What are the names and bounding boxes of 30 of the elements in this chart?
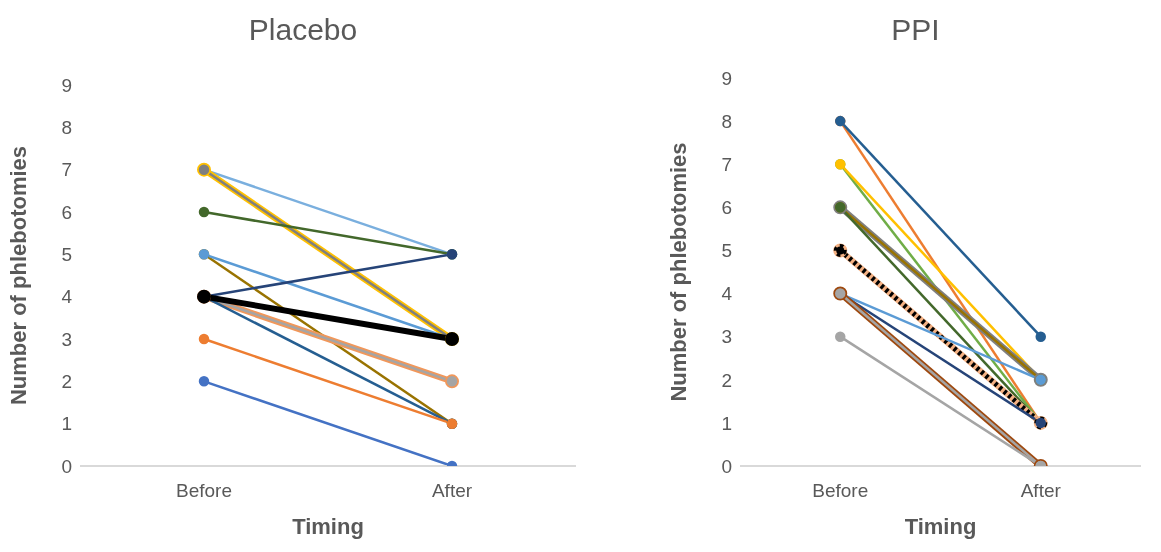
y-tick-label: 5 — [61, 244, 72, 266]
chart-title: Placebo — [247, 12, 359, 48]
chart-title: PPI — [890, 12, 941, 48]
y-tick-label: 6 — [61, 201, 72, 223]
y-tick-label: 9 — [61, 74, 72, 96]
x-tick-label: Before — [812, 480, 869, 502]
y-tick-label: 0 — [61, 455, 72, 477]
y-tick-label: 4 — [721, 283, 733, 305]
y-tick-label: 1 — [721, 412, 732, 434]
x-tick-label: After — [1020, 480, 1062, 502]
y-tick-label: 4 — [61, 286, 73, 308]
x-tick-label: After — [431, 480, 473, 502]
x-axis-title: Timing — [292, 514, 364, 539]
y-axis-title: Number of phlebotomies — [5, 145, 31, 406]
y-tick-label: 3 — [721, 326, 732, 348]
y-tick-label: 1 — [61, 413, 72, 435]
y-tick-label: 9 — [721, 67, 732, 89]
x-tick-label: Before — [176, 480, 232, 502]
y-tick-label: 2 — [61, 371, 72, 393]
y-tick-label: 3 — [61, 328, 72, 350]
y-tick-label: 2 — [721, 369, 732, 391]
y-tick-label: 5 — [721, 240, 732, 262]
y-tick-label: 0 — [721, 455, 732, 477]
y-tick-label: 8 — [61, 117, 72, 139]
y-tick-label: 7 — [721, 153, 732, 175]
y-tick-label: 7 — [61, 159, 72, 181]
y-tick-label: 8 — [721, 110, 732, 132]
y-axis-title: Number of phlebotomies — [665, 142, 691, 402]
x-axis-title: Timing — [904, 514, 977, 539]
y-tick-label: 6 — [721, 197, 732, 219]
